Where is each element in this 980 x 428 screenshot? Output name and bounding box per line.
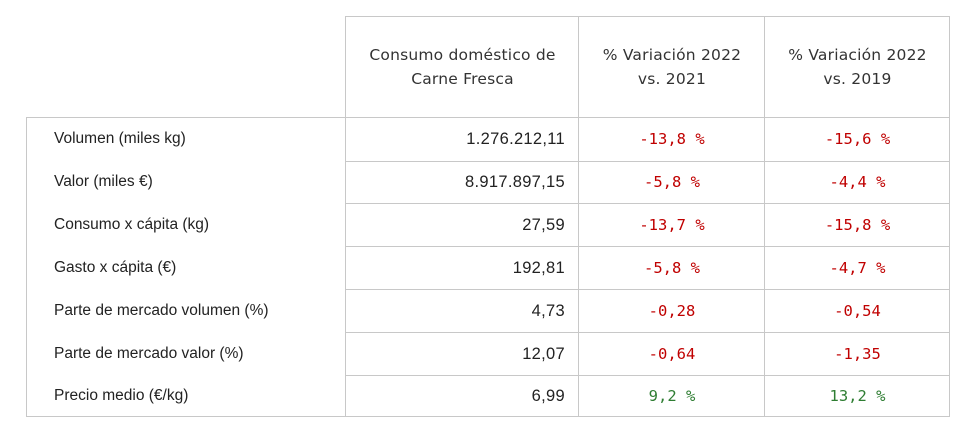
row-var-2021: -0,64 xyxy=(648,345,696,363)
column-divider xyxy=(764,16,765,416)
column-divider xyxy=(345,16,346,416)
row-var-2021: -13,8 % xyxy=(639,130,705,148)
header-consumo-line2: Carne Fresca xyxy=(411,69,514,88)
row-var-2021: -0,28 xyxy=(648,302,696,320)
table-border-right xyxy=(949,16,950,416)
header-variacion-2021-line1: % Variación 2022 xyxy=(602,45,742,64)
row-var-2021: -5,8 % xyxy=(644,259,700,277)
row-divider xyxy=(346,332,950,333)
table-border-left xyxy=(26,117,27,416)
row-var-2019: -4,7 % xyxy=(829,259,886,277)
row-label: Volumen (miles kg) xyxy=(54,130,186,147)
header-variacion-2019-line1: % Variación 2022 xyxy=(788,45,927,64)
row-var-2019: -1,35 xyxy=(834,345,881,363)
row-value: 1.276.212,11 xyxy=(466,130,565,148)
row-label: Consumo x cápita (kg) xyxy=(54,216,210,233)
row-var-2019: 13,2 % xyxy=(829,387,886,405)
row-var-2021: -5,8 % xyxy=(644,173,700,191)
row-value: 192,81 xyxy=(512,259,565,277)
row-var-2019: -4,4 % xyxy=(829,173,886,191)
header-divider xyxy=(26,117,950,118)
row-var-2021: 9,2 % xyxy=(648,387,696,405)
row-label: Gasto x cápita (€) xyxy=(54,259,177,276)
row-divider xyxy=(346,375,950,376)
row-value: 6,99 xyxy=(531,387,565,405)
row-value: 27,59 xyxy=(522,216,565,234)
row-label: Parte de mercado volumen (%) xyxy=(54,302,269,319)
row-var-2019: -0,54 xyxy=(834,302,881,320)
row-divider xyxy=(346,161,950,162)
row-divider xyxy=(346,246,950,247)
header-consumo-line1: Consumo doméstico de xyxy=(369,45,556,64)
row-divider xyxy=(346,289,950,290)
row-value: 8.917.897,15 xyxy=(465,173,565,191)
header-variacion-2021-line2: vs. 2021 xyxy=(637,69,707,88)
row-label: Valor (miles €) xyxy=(54,173,153,190)
row-value: 4,73 xyxy=(531,302,565,320)
column-divider xyxy=(578,16,579,416)
row-value: 12,07 xyxy=(522,345,565,363)
table-border-bottom xyxy=(26,416,950,417)
header-consumo: Consumo doméstico de Carne Fresca xyxy=(346,16,579,117)
row-label: Precio medio (€/kg) xyxy=(54,387,189,404)
row-var-2021: -13,7 % xyxy=(639,216,705,234)
row-label: Parte de mercado valor (%) xyxy=(54,345,244,362)
row-divider xyxy=(346,203,950,204)
row-var-2019: -15,6 % xyxy=(824,130,891,148)
header-variacion-2019-line2: vs. 2019 xyxy=(823,69,892,88)
header-variacion-2019: % Variación 2022 vs. 2019 xyxy=(765,16,950,117)
table-border-top xyxy=(345,16,950,17)
row-var-2019: -15,8 % xyxy=(824,216,891,234)
header-variacion-2021: % Variación 2022 vs. 2021 xyxy=(579,16,765,117)
data-table: Consumo doméstico de Carne Fresca % Vari… xyxy=(26,16,950,417)
